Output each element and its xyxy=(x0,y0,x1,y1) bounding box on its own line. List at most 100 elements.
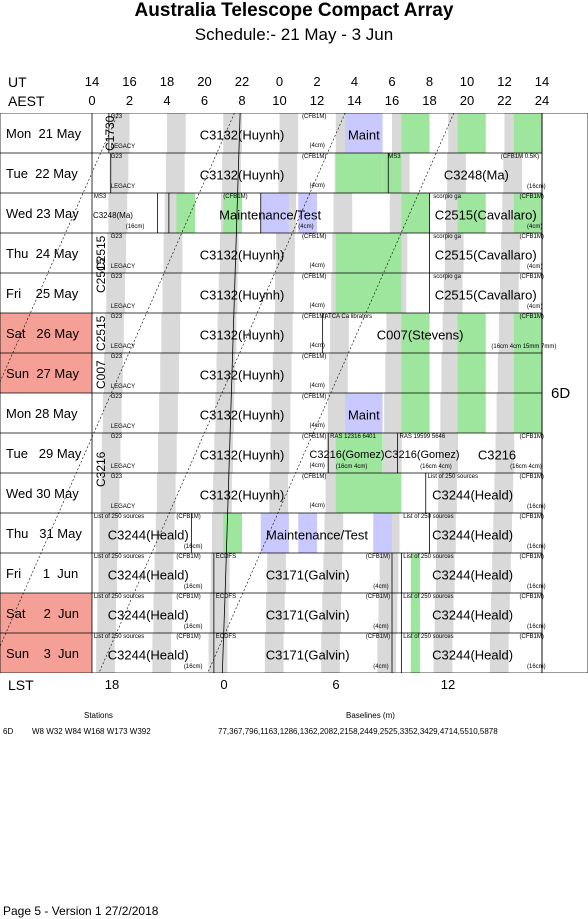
block-annotation: LEGACY xyxy=(110,424,136,430)
block-annotation: (4cm) xyxy=(309,303,325,309)
block-annotation: ATCA Ca librators xyxy=(324,314,373,320)
lst-tick: 6 xyxy=(332,677,340,692)
lst-shade xyxy=(162,273,182,313)
block-annotation: (CFB1M) xyxy=(302,314,327,320)
observation-shade xyxy=(401,313,430,353)
block-annotation: LEGACY xyxy=(110,144,136,150)
lst-shade xyxy=(275,273,294,313)
observation-shade xyxy=(410,593,421,633)
block-annotation: (CFB1M) xyxy=(519,434,544,440)
block-annotation: LEGACY xyxy=(110,264,136,270)
lst-shade xyxy=(270,433,290,473)
lst-shade xyxy=(109,153,129,193)
block-annotation: (CFB1M) xyxy=(302,114,327,120)
lst-shade xyxy=(97,593,116,633)
lst-shade xyxy=(386,313,406,353)
lst-shade xyxy=(269,473,289,513)
lst-shade xyxy=(385,353,404,393)
day-label: Wed 30 May xyxy=(6,485,79,501)
project-block-label: C3244(Heald) xyxy=(432,487,514,503)
lst-shade xyxy=(434,593,454,633)
vertical-project-label: C2515 xyxy=(93,257,108,293)
lst-shade xyxy=(102,393,122,433)
project-block-label: Maintenance/Test xyxy=(266,527,368,543)
block-annotation: RAS 12316 6401 xyxy=(330,434,376,440)
lst-shade xyxy=(324,513,344,553)
block-annotation: G23 xyxy=(110,274,123,280)
observation-shade xyxy=(401,353,430,393)
aest-tick: 2 xyxy=(125,93,134,108)
lst-shade xyxy=(219,233,239,273)
block-annotation: G23 xyxy=(110,314,123,320)
lst-tick: 12 xyxy=(440,677,456,692)
ut-tick: 2 xyxy=(313,74,321,89)
lst-shade xyxy=(264,633,284,673)
block-annotation: LEGACY xyxy=(110,304,136,310)
lst-shade xyxy=(101,433,121,473)
day-label: Thu 31 May xyxy=(6,525,82,541)
project-block-label: C3132(Huynh) xyxy=(199,247,285,263)
block-annotation: (16cm) xyxy=(183,624,203,630)
block-annotation: (CFB1M 0.5K) xyxy=(500,154,540,160)
block-annotation: (16cm) xyxy=(527,624,546,630)
lst-shade xyxy=(378,593,398,633)
observation-shade xyxy=(457,393,486,433)
lst-shade xyxy=(497,353,517,393)
observation-shade xyxy=(513,393,542,433)
lst-shade xyxy=(165,153,185,193)
day-label: Tue 29 May xyxy=(6,445,82,461)
lst-shade xyxy=(105,313,124,353)
block-annotation: (16cm 4cm 15mm 7mm) xyxy=(491,344,557,350)
block-annotation: (4cm) xyxy=(373,584,389,590)
lst-shade xyxy=(278,153,298,193)
lst-shade xyxy=(156,473,176,513)
block-annotation: (CFB1M) xyxy=(519,314,544,320)
page-title: Australia Telescope Compact Array xyxy=(134,0,454,21)
aest-tick: 16 xyxy=(384,93,400,108)
block-annotation: LEGACY xyxy=(110,464,136,470)
lst-shade xyxy=(273,313,293,353)
day-label: Wed 23 May xyxy=(6,205,79,221)
lst-shade xyxy=(444,233,464,273)
block-annotation: (CFB1M) xyxy=(519,234,544,240)
lst-shade xyxy=(154,553,174,593)
block-annotation: List of 250 sources xyxy=(93,594,145,600)
observation-shade xyxy=(223,513,242,553)
block-annotation: (4cm) xyxy=(309,463,325,469)
lst-shade xyxy=(333,193,353,233)
project-block-label: C3248(Ma) xyxy=(443,167,509,183)
lst-shade xyxy=(276,233,295,273)
day-label: Sat 2 Jun xyxy=(6,605,79,621)
block-annotation: LEGACY xyxy=(110,504,136,510)
project-block-label: C3132(Huynh) xyxy=(199,167,285,183)
lst-shade xyxy=(498,313,518,353)
block-annotation: (4cm) xyxy=(527,264,543,270)
lst-drift-line-lst-0 xyxy=(0,113,235,648)
lst-tick: 18 xyxy=(104,677,120,692)
block-annotation: RAS 19599 5646 xyxy=(399,434,446,440)
aest-tick: 24 xyxy=(534,93,550,108)
observation-shade xyxy=(373,513,392,553)
block-annotation: (16cm) xyxy=(527,664,546,670)
project-block-label: C3171(Galvin) xyxy=(265,647,350,663)
schedule-subtitle: Schedule:- 21 May - 3 Jun xyxy=(194,25,394,44)
block-annotation: G23 xyxy=(110,394,123,400)
footer-config: 6D xyxy=(3,727,14,736)
block-annotation: (4cm) xyxy=(373,624,389,630)
project-block-label: C3244(Heald) xyxy=(107,567,189,583)
schedule-grid: Mon 21 May Tue 22 May Wed 23 May Thu 24 May… xyxy=(0,113,588,673)
lst-shade xyxy=(218,273,238,313)
lst-shade xyxy=(327,393,347,433)
lst-shade xyxy=(106,273,125,313)
block-annotation: (CFB1M) xyxy=(302,234,327,240)
aest-tick: 8 xyxy=(238,93,246,108)
vertical-project-label: C3216 xyxy=(93,451,108,487)
observation-shade xyxy=(335,433,383,473)
config-label: 6D xyxy=(551,385,571,402)
ut-tick: 12 xyxy=(497,74,512,89)
block-annotation: (CFB1M) xyxy=(302,434,327,440)
observation-shade xyxy=(457,193,486,233)
block-annotation: (CFB1M) xyxy=(519,274,544,280)
aest-tick: 10 xyxy=(272,93,287,108)
day-label: Mon 28 May xyxy=(6,405,78,421)
